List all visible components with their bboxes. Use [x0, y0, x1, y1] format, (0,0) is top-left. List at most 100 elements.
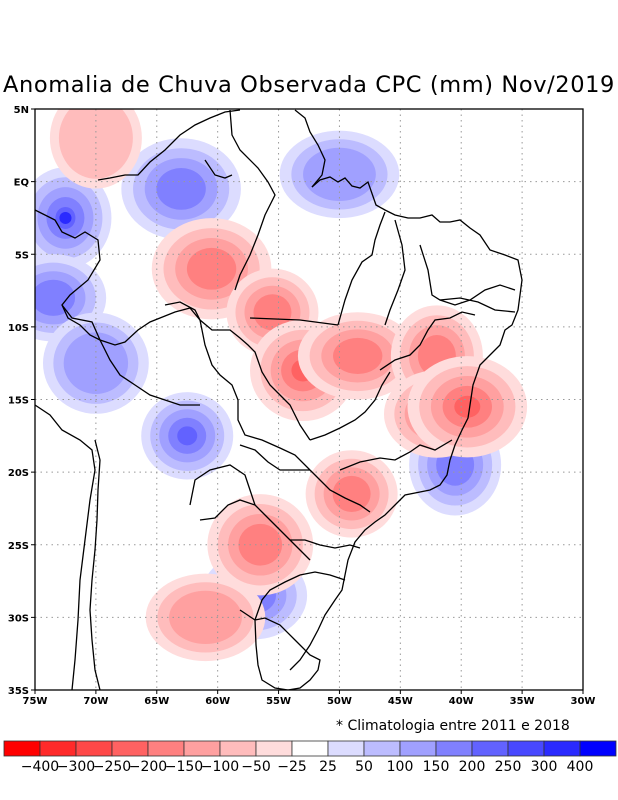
legend-label: 400: [567, 759, 594, 775]
coastline-north: [289, 176, 523, 671]
x-axis: 75W 70W 65W 60W 55W 50W 45W 40W 35W 30W: [23, 690, 595, 707]
legend-swatch: [471, 740, 509, 757]
country-borders: [35, 109, 523, 690]
state-sc: [299, 571, 346, 581]
legend-swatch: [3, 740, 41, 757]
state-parana: [290, 539, 361, 549]
border-uruguay: [254, 617, 321, 690]
legend-swatch: [579, 740, 617, 757]
anomaly-blob: [207, 494, 314, 596]
amapa-coast: [294, 109, 326, 188]
state-sp: [309, 469, 371, 513]
legend-swatch: [363, 740, 401, 757]
legend-label: −100: [201, 759, 239, 775]
anomaly-field: [35, 109, 528, 662]
y-tick-label: 5N: [14, 105, 29, 116]
legend-swatch: [183, 740, 221, 757]
y-tick-label: 15S: [8, 396, 29, 407]
state-amazonas-para: [204, 159, 233, 179]
x-tick-label: 70W: [83, 696, 108, 707]
legend-swatch: [75, 740, 113, 757]
state-goias: [309, 371, 391, 441]
x-tick-label: 75W: [23, 696, 48, 707]
x-tick-label: 45W: [388, 696, 413, 707]
anomaly-contour: [156, 167, 206, 210]
state-rondonia: [164, 301, 201, 321]
anomaly-blob: [279, 130, 400, 219]
legend-swatch: [219, 740, 257, 757]
legend-swatch: [111, 740, 149, 757]
y-tick-label: 20S: [8, 468, 29, 479]
y-tick-label: 5S: [15, 250, 29, 261]
legend-swatch: [507, 740, 545, 757]
border-argentina-brazil: [239, 574, 301, 622]
legend-label: 200: [459, 759, 486, 775]
border-venezuela-guyana: [97, 109, 241, 181]
legend-swatch: [255, 740, 293, 757]
anomaly-blob: [305, 450, 398, 538]
y-axis: 5N EQ 5S 10S 15S 20S 25S 30S 35S: [8, 105, 35, 697]
state-bahia: [379, 311, 476, 371]
anomaly-blob: [297, 312, 418, 400]
legend-label: 25: [319, 759, 337, 775]
legend-label: −400: [21, 759, 59, 775]
y-tick-label: EQ: [14, 178, 29, 189]
anomaly-contour: [333, 337, 383, 374]
x-tick-label: 65W: [144, 696, 169, 707]
y-tick-label: 35S: [8, 686, 29, 697]
legend-label: −250: [93, 759, 131, 775]
legend-label: 100: [387, 759, 414, 775]
anomaly-contour: [186, 247, 237, 290]
anomaly-contour: [238, 523, 283, 566]
x-tick-label: 50W: [327, 696, 352, 707]
legend-swatch: [543, 740, 581, 757]
legend-label: −300: [57, 759, 95, 775]
anomaly-contour: [177, 426, 198, 446]
legend-label: 50: [355, 759, 373, 775]
x-tick-label: 35W: [510, 696, 535, 707]
x-tick-label: 55W: [266, 696, 291, 707]
legend-swatch: [327, 740, 365, 757]
state-pe: [439, 297, 516, 313]
legend-swatch: [399, 740, 437, 757]
legend-swatch: [291, 740, 329, 757]
anomaly-blob: [145, 573, 266, 662]
border-peru-bolivia: [61, 304, 200, 406]
border-brazil-west: [35, 209, 311, 441]
anomaly-blob: [49, 109, 142, 189]
anomaly-blob: [141, 392, 234, 480]
state-tocantins: [337, 211, 386, 326]
y-tick-label: 30S: [8, 613, 29, 624]
anomaly-contour: [58, 109, 133, 179]
anomaly-contour: [35, 279, 76, 316]
legend-swatch: [147, 740, 185, 757]
color-legend: −400−300−250−200−150−100 −50 −25 25 50 100 150…: [3, 740, 617, 775]
state-northeast: [419, 244, 516, 306]
anomaly-contour: [253, 294, 292, 331]
climatology-note: * Climatologia entre 2011 e 2018: [336, 718, 570, 734]
anomaly-blob: [35, 167, 112, 269]
state-piaui: [384, 219, 406, 326]
legend-label: 150: [423, 759, 450, 775]
legend-label: −150: [165, 759, 203, 775]
state-para-mt: [249, 317, 339, 326]
map-title: Anomalia de Chuva Observada CPC (mm) Nov…: [3, 72, 615, 98]
border-chile-argentina: [89, 439, 101, 690]
border-bolivia-brazil: [199, 319, 311, 471]
legend-label: 300: [531, 759, 558, 775]
anomaly-blob: [407, 356, 528, 458]
border-paraguay-brazil: [189, 464, 256, 506]
legend-label: −50: [241, 759, 271, 775]
border-paraguay: [199, 499, 311, 561]
legend-swatch: [39, 740, 77, 757]
coast-pacific: [35, 404, 96, 690]
border-suriname-guyana: [229, 109, 276, 291]
state-ms: [239, 444, 310, 471]
state-minas: [339, 439, 453, 471]
legend-swatch: [435, 740, 473, 757]
legend-label: −25: [277, 759, 307, 775]
anomaly-contour: [169, 590, 242, 644]
anomaly-contour: [59, 211, 72, 224]
x-tick-label: 40W: [449, 696, 474, 707]
